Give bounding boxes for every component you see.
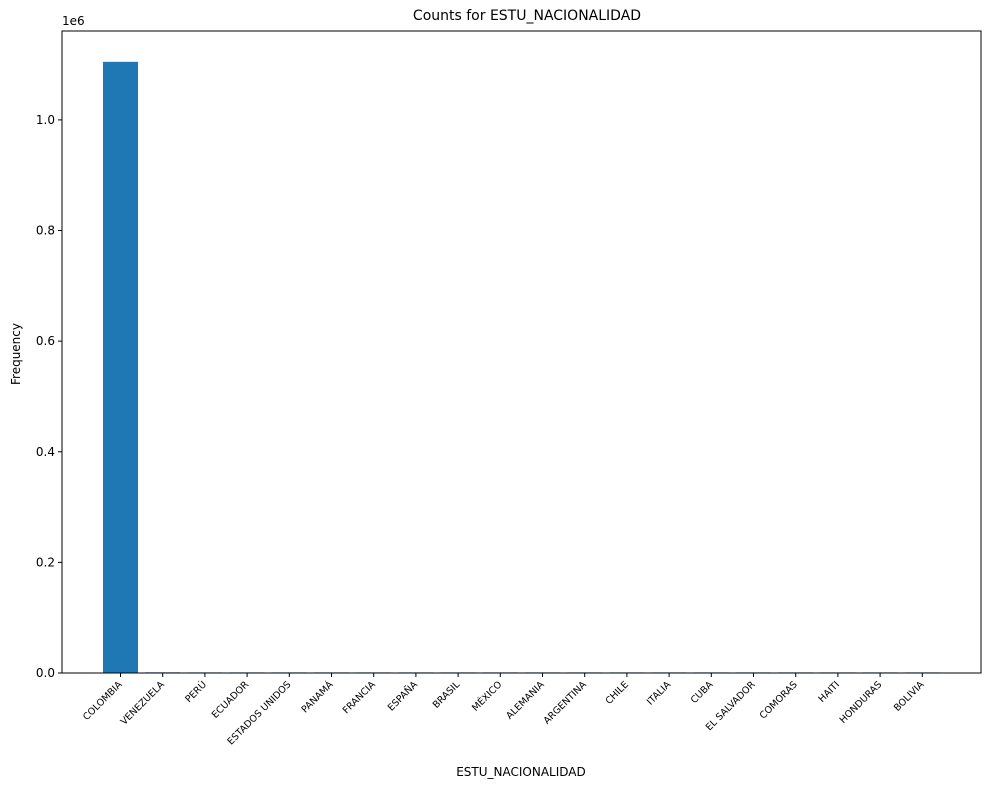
bar <box>103 61 138 673</box>
x-tick-label: PERÚ <box>183 679 209 705</box>
y-tick-label: 0.0 <box>36 666 55 680</box>
x-tick-label: ESPAÑA <box>386 679 420 713</box>
x-tick-label: ITALIA <box>645 679 674 708</box>
plot-frame <box>61 30 982 674</box>
x-axis-label: ESTU_NACIONALIDAD <box>456 765 586 779</box>
chart-title: Counts for ESTU_NACIONALIDAD <box>413 8 641 24</box>
x-tick-label: MÉXICO <box>469 679 504 714</box>
x-tick-label: FRANCIA <box>341 679 378 716</box>
x-tick-label: BRASIL <box>431 679 463 711</box>
x-tick-label: ECUADOR <box>210 679 252 721</box>
y-tick-label: 1.0 <box>36 113 55 127</box>
x-tick-label: COMORAS <box>758 679 800 721</box>
x-tick-label: CHILE <box>604 679 631 706</box>
y-tick-label: 0.2 <box>36 555 55 569</box>
x-tick-label: VENEZUELA <box>119 679 167 727</box>
x-tick-label: PANAMÁ <box>299 678 336 715</box>
x-tick-label: BOLIVIA <box>892 679 927 714</box>
y-axis: 0.0 0.2 0.4 0.6 0.8 1.0 <box>36 113 62 680</box>
x-tick-label: HONDURAS <box>838 679 884 725</box>
y-tick-label: 0.8 <box>36 224 55 238</box>
y-axis-label: Frequency <box>9 323 23 385</box>
bars-group <box>103 61 940 673</box>
x-tick-label: HAITI <box>817 679 843 705</box>
x-tick-label: CUBA <box>689 679 716 706</box>
x-tick-label: ARGENTINA <box>542 679 590 727</box>
y-offset-label: 1e6 <box>62 14 85 28</box>
x-tick-label: ALEMANIA <box>504 679 547 722</box>
y-tick-label: 0.6 <box>36 334 55 348</box>
y-tick-label: 0.4 <box>36 445 55 459</box>
x-tick-label: COLOMBIA <box>81 679 125 723</box>
